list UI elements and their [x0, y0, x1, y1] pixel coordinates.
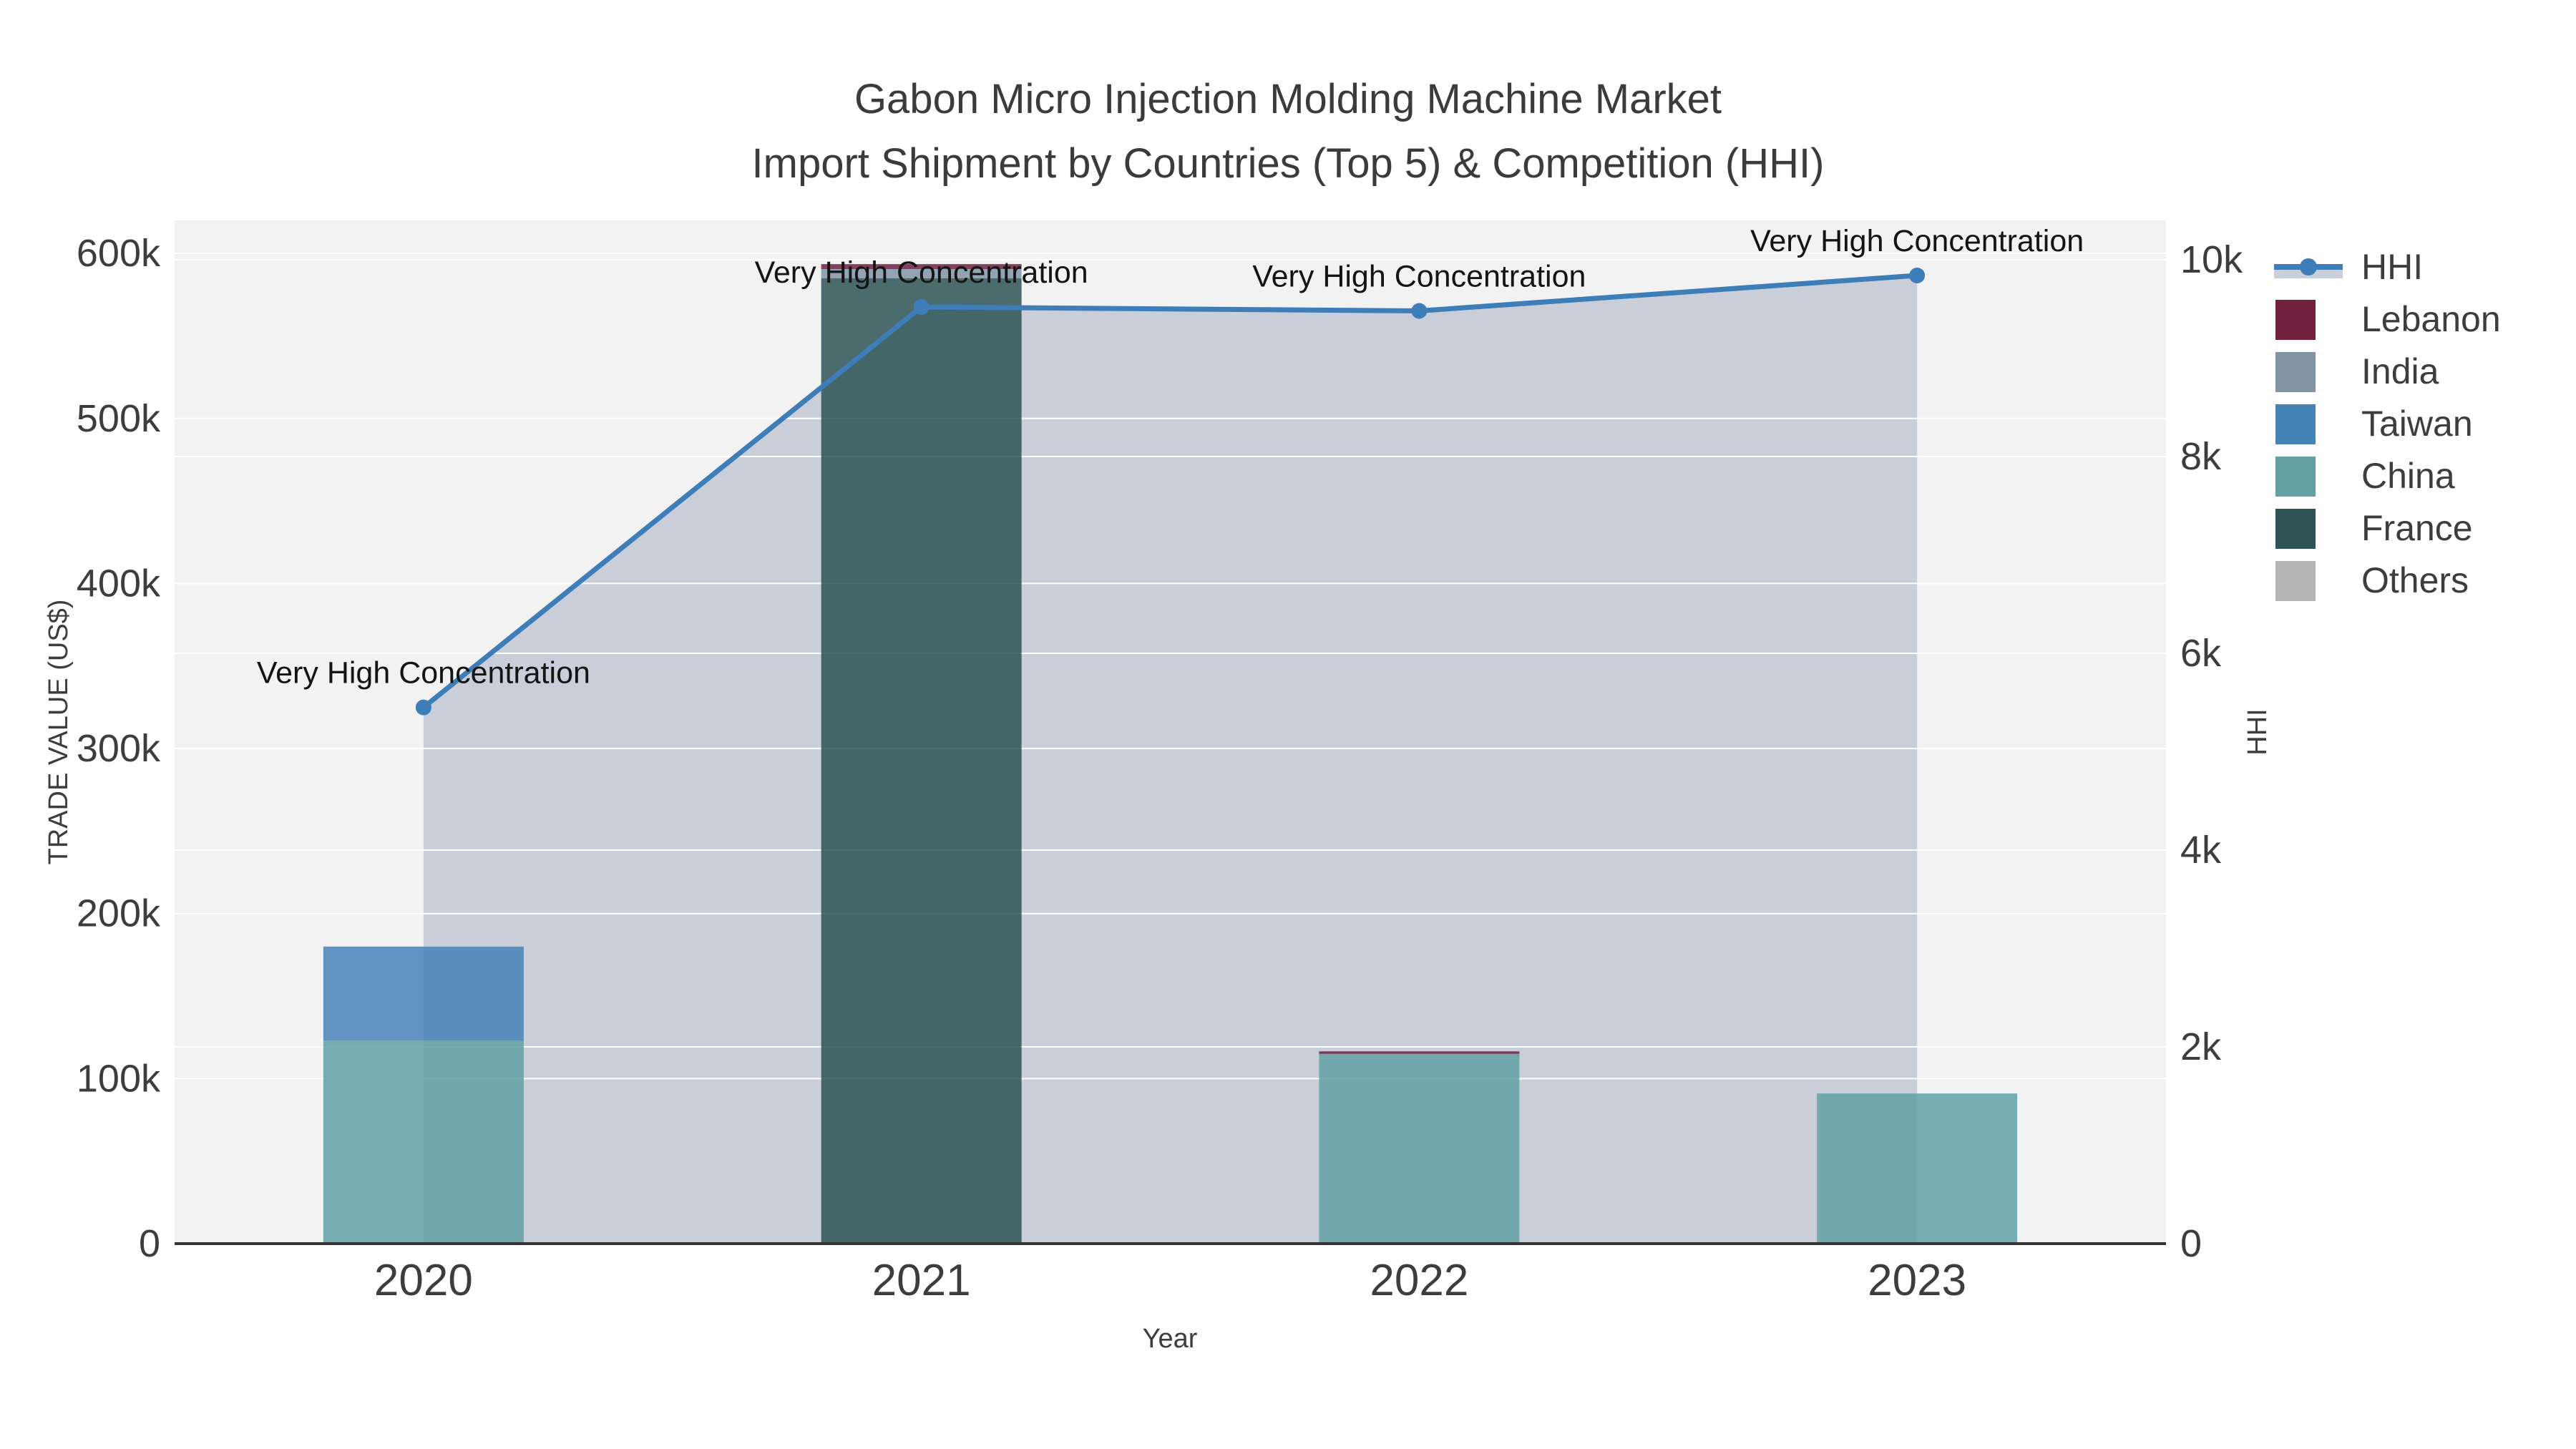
legend-item-hhi[interactable]: HHI	[2274, 240, 2501, 293]
legend-label: France	[2361, 507, 2473, 548]
annotation-2020: Very High Concentration	[257, 656, 590, 691]
hhi-area-fill	[423, 275, 1918, 1244]
right-axis-tick-label: 8k	[2180, 435, 2222, 478]
right-axis-title: HHI	[2243, 708, 2273, 756]
x-axis-tick-label: 2021	[872, 1256, 971, 1305]
right-axis-tick-label: 10k	[2180, 238, 2243, 281]
right-axis-tick-label: 2k	[2180, 1025, 2222, 1068]
left-axis-tick-label: 0	[139, 1222, 160, 1265]
annotation-2021: Very High Concentration	[755, 255, 1088, 290]
chart-title-line2: Import Shipment by Countries (Top 5) & C…	[751, 140, 1825, 187]
right-axis-tick-label: 0	[2180, 1222, 2202, 1265]
legend-item-india[interactable]: India	[2274, 345, 2501, 397]
x-axis-tick-label: 2022	[1370, 1256, 1468, 1305]
hhi-line	[421, 273, 1918, 710]
left-axis-tick-label: 200k	[77, 892, 161, 935]
hhi-point-2023	[1909, 268, 1926, 283]
bar-segment-china-2022	[1319, 1053, 1520, 1244]
bar-segment-china-2020	[323, 1040, 524, 1244]
color-swatch-icon	[2274, 298, 2343, 340]
legend-item-taiwan[interactable]: Taiwan	[2274, 397, 2501, 449]
x-axis-title: Year	[1142, 1324, 1198, 1354]
legend-label: HHI	[2361, 246, 2424, 287]
bar-segment-china-2023	[1817, 1093, 2018, 1244]
x-axis-tick-label: 2020	[374, 1256, 473, 1305]
right-axis-tick-label: 6k	[2180, 632, 2222, 675]
hhi-point-2022	[1411, 303, 1428, 319]
left-axis-tick-label: 300k	[77, 727, 161, 770]
legend-label: Taiwan	[2361, 403, 2473, 444]
legend-label: India	[2361, 351, 2439, 391]
left-axis-title: TRADE VALUE (US$)	[44, 599, 74, 865]
annotation-2023: Very High Concentration	[1750, 224, 2084, 258]
color-swatch-icon	[2274, 403, 2343, 444]
color-swatch-icon	[2274, 351, 2343, 392]
color-swatch-icon	[2274, 455, 2343, 497]
color-swatch-icon	[2274, 560, 2343, 601]
right-axis-tick-label: 4k	[2180, 829, 2222, 872]
x-axis-tick-label: 2023	[1868, 1256, 1966, 1305]
color-swatch-icon	[2274, 507, 2343, 549]
legend-label: Others	[2361, 560, 2469, 600]
legend-item-others[interactable]: Others	[2274, 554, 2501, 606]
hhi-line-legend-icon	[2274, 246, 2343, 288]
hhi-point-2020	[415, 699, 431, 716]
legend-label: China	[2361, 455, 2455, 496]
bar-segment-france-2021	[821, 278, 1022, 1244]
left-axis-tick-label: 100k	[77, 1057, 161, 1100]
left-axis-tick-label: 500k	[77, 397, 161, 440]
bar-segment-india-2021	[821, 269, 1022, 278]
left-axis-tick-label: 600k	[77, 232, 161, 275]
annotation-2022: Very High Concentration	[1252, 260, 1586, 294]
bar-segment-lebanon-2022	[1319, 1051, 1520, 1054]
legend-item-lebanon[interactable]: Lebanon	[2274, 293, 2501, 345]
chart-title-line1: Gabon Micro Injection Molding Machine Ma…	[854, 76, 1722, 122]
left-axis-tick-label: 400k	[77, 562, 161, 605]
legend-label: Lebanon	[2361, 298, 2501, 339]
bar-segment-lebanon-2021	[821, 264, 1022, 270]
legend-item-china[interactable]: China	[2274, 449, 2501, 502]
legend: HHI Lebanon India Taiwan China France Others	[2274, 240, 2501, 606]
legend-item-france[interactable]: France	[2274, 502, 2501, 554]
hhi-point-2021	[913, 299, 930, 315]
bar-segment-taiwan-2020	[323, 946, 524, 1041]
